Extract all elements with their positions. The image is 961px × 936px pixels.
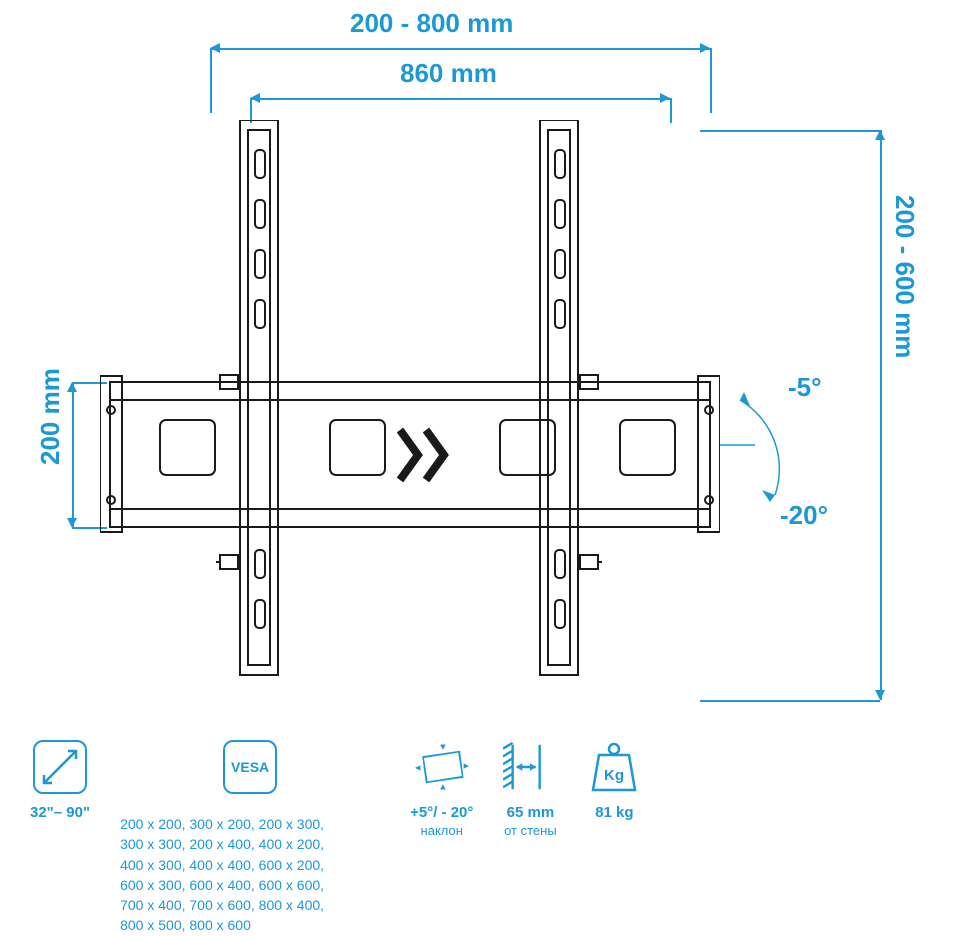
width-range-label: 200 - 800 mm (350, 8, 513, 39)
spec-distance: 65 mm от стены (503, 740, 557, 838)
spec-size: 32"– 90" (30, 740, 90, 821)
weight-icon-label: Kg (604, 767, 624, 784)
vesa-list: 200 x 200, 300 x 200, 200 x 300, 300 x 3… (120, 814, 324, 936)
height-range-label: 200 - 600 mm (889, 195, 920, 358)
spec-tilt: +5°/ - 20° наклон (410, 740, 473, 838)
tilt-icon (415, 740, 469, 794)
dim-witness (700, 700, 880, 702)
height-label: 200 mm (35, 368, 66, 465)
spec-tilt-value: +5°/ - 20° (410, 804, 473, 821)
arrow-right-icon (700, 43, 710, 53)
spec-tilt-sub: наклон (421, 823, 463, 838)
vesa-icon: VESA (223, 740, 277, 794)
spec-weight: Kg 81 kg (587, 740, 641, 821)
dim-line (72, 382, 74, 527)
arrow-up-icon (67, 382, 77, 392)
wall-distance-icon (503, 740, 557, 794)
dim-line (250, 98, 670, 100)
dim-witness (700, 130, 880, 132)
diagram-area: 200 - 800 mm 860 mm 200 mm 200 - 600 mm … (0, 0, 961, 720)
width-label: 860 mm (400, 58, 497, 89)
screen-size-icon (33, 740, 87, 794)
vesa-icon-label: VESA (231, 759, 269, 775)
tilt-arc (720, 390, 810, 510)
specs-row: 32"– 90" VESA 200 x 200, 300 x 200, 200 … (30, 740, 930, 936)
spec-distance-sub: от стены (504, 823, 557, 838)
arrow-left-icon (210, 43, 220, 53)
spec-weight-value: 81 kg (595, 804, 633, 821)
dim-line (880, 130, 882, 700)
spec-distance-value: 65 mm (507, 804, 555, 821)
mount-drawing (100, 120, 720, 680)
arrow-left-icon (250, 93, 260, 103)
dim-witness (210, 48, 212, 113)
arrow-right-icon (660, 93, 670, 103)
weight-icon: Kg (587, 740, 641, 794)
arrow-down-icon (875, 690, 885, 700)
spec-vesa: VESA 200 x 200, 300 x 200, 200 x 300, 30… (120, 740, 380, 936)
arrow-up-icon (875, 130, 885, 140)
dim-line (210, 48, 710, 50)
spec-size-value: 32"– 90" (30, 804, 90, 821)
dim-witness (710, 48, 712, 113)
